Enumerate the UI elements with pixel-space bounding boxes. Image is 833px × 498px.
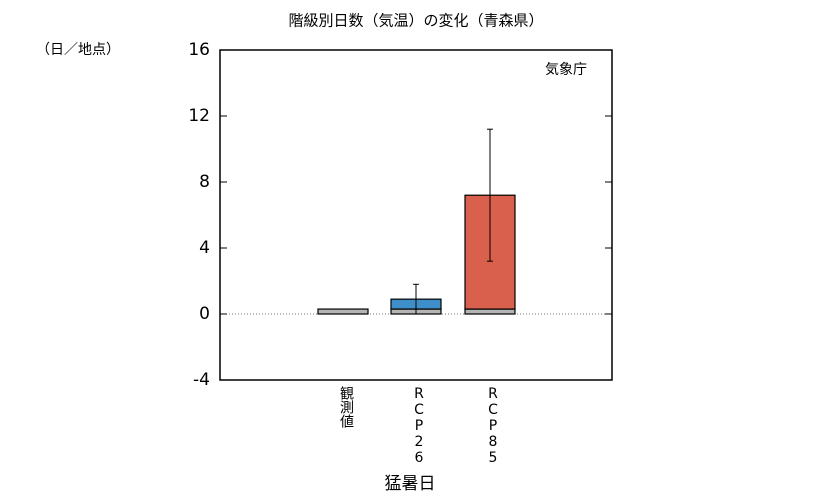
bar-segment: [464, 308, 516, 315]
chart-title: 階級別日数（気温）の変化（青森県）: [288, 12, 543, 30]
y-tick-label: 16: [188, 40, 210, 60]
plot-frame: [219, 49, 613, 381]
y-unit-label: （日／地点）: [36, 42, 120, 58]
y-tick-label: 4: [199, 238, 210, 258]
y-tick-label: -4: [193, 370, 210, 390]
annotation: 気象庁: [545, 62, 587, 78]
x-tick-label: RCP26: [411, 386, 427, 466]
bar-segment: [317, 308, 369, 315]
y-tick-label: 8: [199, 172, 210, 192]
x-tick-label: 観測値: [338, 386, 354, 428]
error-bar: [487, 128, 493, 262]
x-axis-label: 猛暑日: [385, 474, 436, 494]
y-tick-label: 0: [199, 304, 210, 324]
x-tick-label: RCP85: [485, 386, 501, 466]
y-tick-label: 12: [188, 106, 210, 126]
error-bar: [413, 283, 419, 315]
